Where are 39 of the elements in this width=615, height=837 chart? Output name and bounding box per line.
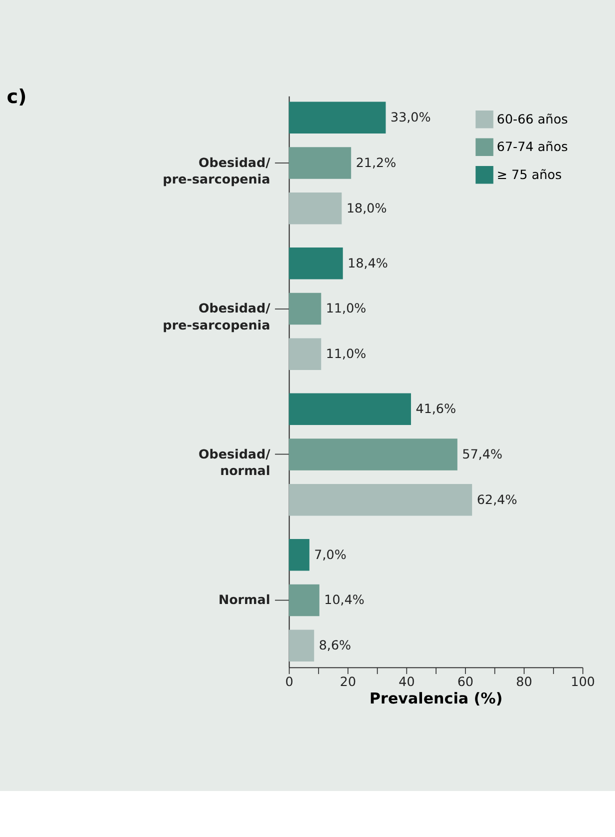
bar (288, 393, 411, 426)
x-tick-label: 20 (340, 674, 356, 689)
bar (288, 292, 322, 325)
y-tick-label: Normal (218, 592, 270, 608)
data-label: 21,2% (356, 154, 396, 170)
bar (288, 630, 314, 662)
data-label: 18,0% (346, 200, 387, 216)
y-tick-label: Obesidad/ pre-sarcopenia (162, 300, 271, 332)
data-label: 62,4% (476, 492, 518, 507)
data-label: 57,4% (462, 446, 502, 462)
bar (288, 539, 310, 571)
bar (288, 438, 458, 470)
legend-label: ≥ 75 años (496, 166, 562, 182)
text: c) (6, 86, 27, 108)
bar (288, 248, 343, 280)
x-tick-label: 80 (516, 674, 532, 689)
x-tick-label: 60 (457, 674, 474, 689)
data-label: 41,6% (416, 401, 456, 416)
x-tick-label: 0 (285, 674, 294, 689)
bar (288, 338, 322, 370)
data-label: 7,0% (314, 546, 346, 562)
x-tick-label: 40 (398, 674, 415, 689)
bar (288, 584, 320, 616)
data-label: 18,4% (348, 255, 388, 270)
bar (288, 102, 386, 134)
bar (288, 484, 472, 516)
y-tick-label: Obesidad/ normal (198, 446, 271, 478)
data-label: 10,4% (324, 592, 364, 608)
bar (288, 192, 342, 224)
legend-label: 67-74 años (496, 139, 568, 154)
x-axis-title: Prevalencia (%) (369, 689, 503, 708)
bar (288, 147, 352, 179)
data-label: 8,6% (318, 638, 352, 653)
y-tick-label: Obesidad/ pre-sarcopenia (162, 154, 271, 187)
legend-label: 60-66 años (496, 111, 568, 126)
x-tick-label: 100 (570, 674, 595, 689)
data-label: 11,0% (326, 346, 366, 362)
data-label: 33,0% (390, 110, 431, 125)
data-label: 11,0% (326, 300, 366, 316)
